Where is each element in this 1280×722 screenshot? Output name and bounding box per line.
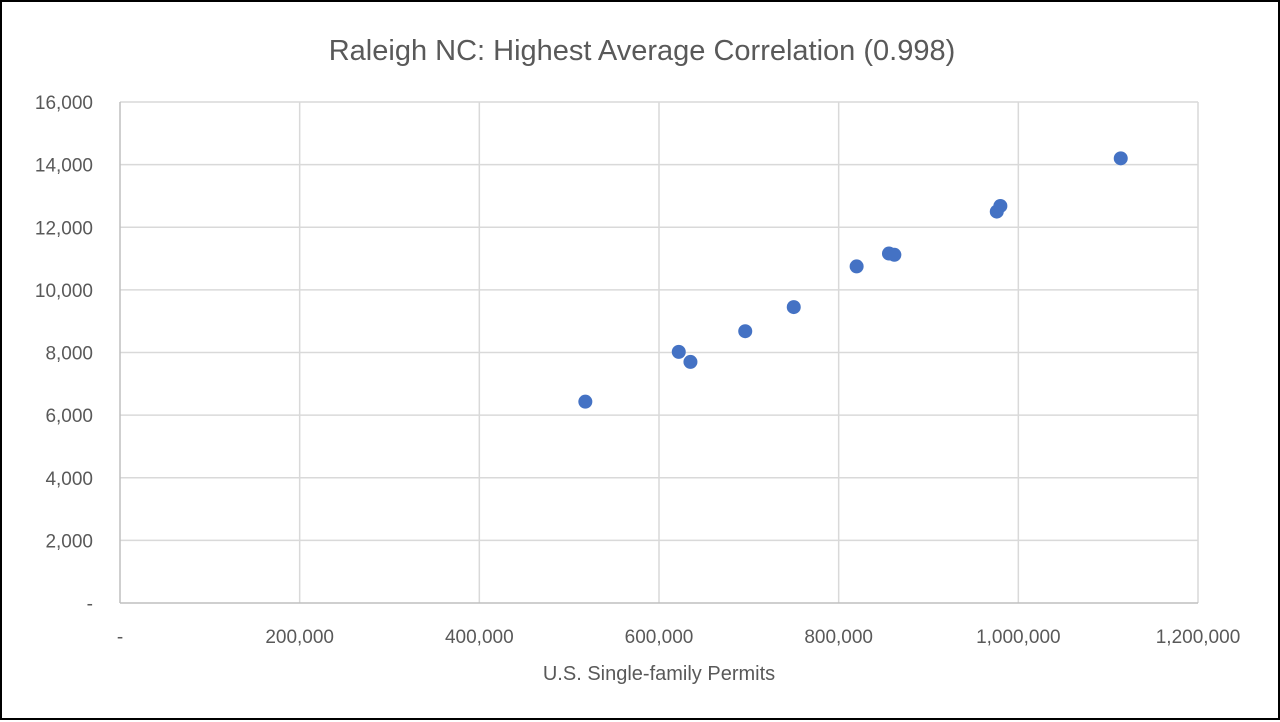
x-tick-label: 400,000 bbox=[445, 627, 514, 648]
x-tick-label: 800,000 bbox=[804, 627, 873, 648]
x-tick-label: - bbox=[117, 627, 123, 648]
axes bbox=[119, 102, 1198, 604]
y-tick-label: 16,000 bbox=[35, 93, 93, 114]
data-point bbox=[671, 344, 686, 359]
chart-title: Raleigh NC: Highest Average Correlation … bbox=[329, 35, 956, 67]
x-axis-ticks: - 200,000 400,000 600,000 800,000 1,000,000 1,… bbox=[117, 627, 1240, 648]
data-point bbox=[887, 247, 902, 262]
data-point bbox=[786, 300, 801, 315]
y-axis-ticks: - 2,000 4,000 6,000 8,000 10,000 12,000 14,000 1… bbox=[35, 93, 93, 615]
data-point bbox=[683, 354, 698, 369]
gridlines bbox=[120, 101, 1199, 603]
y-tick-label: 4,000 bbox=[45, 469, 93, 490]
y-tick-label: 14,000 bbox=[35, 156, 93, 177]
data-point bbox=[578, 394, 593, 409]
y-tick-label: 2,000 bbox=[45, 531, 93, 552]
y-tick-label: 12,000 bbox=[35, 218, 93, 239]
x-tick-label: 200,000 bbox=[265, 627, 334, 648]
data-point bbox=[1113, 151, 1128, 166]
x-tick-label: 1,000,000 bbox=[976, 627, 1061, 648]
x-tick-label: 1,200,000 bbox=[1156, 627, 1241, 648]
x-tick-label: 600,000 bbox=[625, 627, 694, 648]
data-point bbox=[849, 259, 864, 274]
data-points bbox=[578, 151, 1128, 409]
data-point bbox=[993, 198, 1008, 213]
x-axis-label: U.S. Single-family Permits bbox=[543, 663, 775, 685]
y-tick-label: - bbox=[87, 594, 93, 615]
y-tick-label: 8,000 bbox=[45, 344, 93, 365]
y-tick-label: 10,000 bbox=[35, 281, 93, 302]
data-point bbox=[738, 324, 753, 339]
y-tick-label: 6,000 bbox=[45, 406, 93, 427]
